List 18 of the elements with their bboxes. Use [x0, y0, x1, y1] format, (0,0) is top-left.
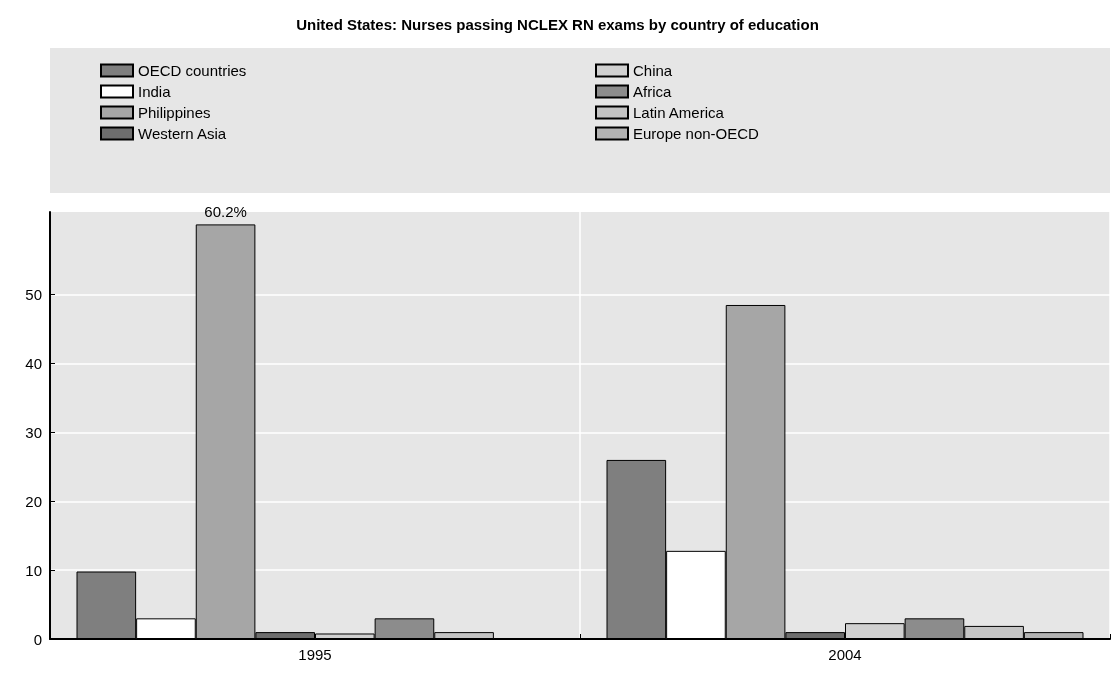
data-label: 60.2%: [204, 203, 247, 221]
chart-title: United States: Nurses passing NCLEX RN exams by country of education: [296, 16, 819, 33]
legend-label: Philippines: [138, 104, 211, 121]
legend-label: China: [633, 62, 673, 79]
legend-label: Western Asia: [138, 125, 227, 142]
y-tick-label: 50: [25, 286, 42, 304]
legend-label: Latin America: [633, 104, 725, 121]
legend-label: India: [138, 83, 172, 100]
y-tick-label: 10: [25, 561, 42, 579]
legend-label: Africa: [633, 83, 672, 100]
y-tick-label: 0: [33, 630, 42, 648]
legend-label: Europe non-OECD: [633, 125, 760, 142]
y-tick-label: 30: [25, 423, 42, 441]
y-tick-label: 20: [25, 492, 42, 510]
x-tick-label: 1995: [298, 646, 332, 663]
y-tick-label: 40: [25, 355, 42, 373]
x-tick-label: 2004: [828, 646, 862, 663]
legend-label: OECD countries: [138, 62, 247, 79]
